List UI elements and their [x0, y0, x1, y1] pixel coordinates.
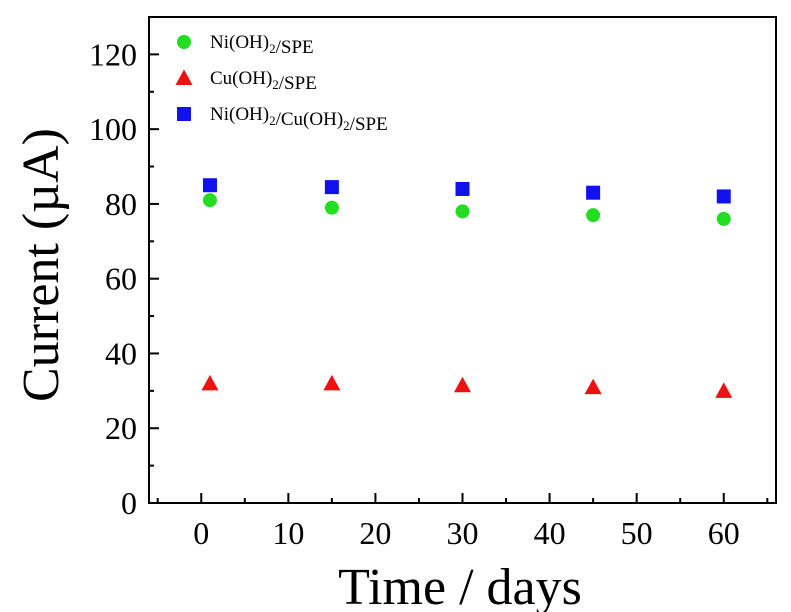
- data-point-series-1: [716, 211, 731, 226]
- x-tick-label: 40: [534, 515, 566, 551]
- data-point-series-2: [323, 374, 341, 391]
- y-tick-label: 0: [121, 485, 137, 521]
- y-tick-label: 80: [105, 186, 137, 222]
- x-tick-label: 10: [272, 515, 304, 551]
- x-axis-ticks: 0 10 20 30 40 50 60: [156, 493, 769, 551]
- data-point-series-1: [586, 208, 601, 223]
- x-axis-title: Time / days: [338, 559, 582, 612]
- data-point-series-3: [324, 180, 339, 195]
- x-tick-label: 0: [193, 515, 209, 551]
- legend-marker-1: [177, 35, 191, 49]
- data-point-series-3: [455, 181, 470, 196]
- x-tick-label: 50: [621, 515, 653, 551]
- legend-label-2: Cu(OH)2/SPE: [210, 68, 317, 94]
- legend-label-1: Ni(OH)2/SPE: [210, 32, 314, 58]
- legend-marker-2: [175, 69, 193, 85]
- data-point-series-3: [586, 185, 601, 200]
- data-point-series-3: [716, 189, 731, 204]
- data-point-series-2: [584, 378, 602, 395]
- x-tick-label: 30: [447, 515, 479, 551]
- data-point-series-1: [324, 200, 339, 215]
- legend-marker-3: [177, 107, 191, 121]
- y-axis-ticks: 0 20 40 60 80 100 120: [89, 36, 159, 521]
- plot-axes: [148, 16, 777, 504]
- data-point-series-2: [715, 382, 733, 398]
- data-point-series-2: [454, 376, 471, 393]
- legend-label-3: Ni(OH)2/Cu(OH)2/SPE: [210, 104, 388, 135]
- y-tick-label: 120: [89, 36, 137, 72]
- x-tick-label: 20: [359, 515, 391, 551]
- data-point-series-1: [202, 193, 217, 208]
- legend: Ni(OH)2/SPE Cu(OH)2/SPE Ni(OH)2/Cu(OH)2/SP…: [175, 32, 388, 135]
- y-tick-label: 60: [105, 261, 137, 297]
- x-tick-label: 60: [708, 515, 740, 551]
- y-tick-label: 40: [105, 335, 137, 371]
- data-points: [201, 178, 733, 398]
- data-point-series-1: [455, 204, 470, 219]
- data-point-series-3: [202, 178, 217, 193]
- y-axis-title: Current (µA): [13, 128, 70, 402]
- plot-frame: [148, 16, 777, 504]
- y-tick-label: 20: [105, 410, 137, 446]
- data-point-series-2: [201, 374, 219, 391]
- y-tick-label: 100: [89, 111, 137, 147]
